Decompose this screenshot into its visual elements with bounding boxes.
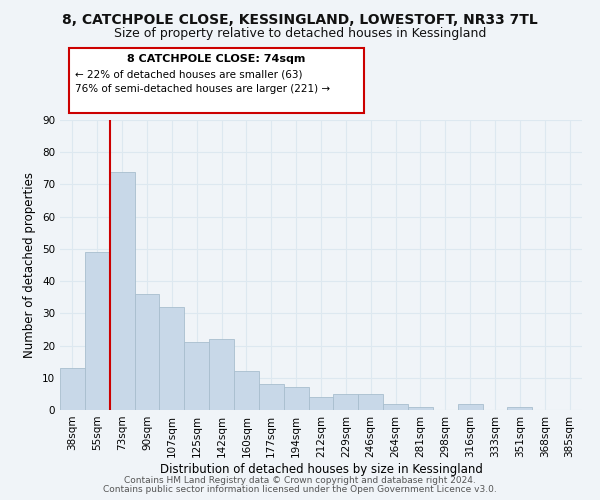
Text: 8, CATCHPOLE CLOSE, KESSINGLAND, LOWESTOFT, NR33 7TL: 8, CATCHPOLE CLOSE, KESSINGLAND, LOWESTO… <box>62 12 538 26</box>
Text: Size of property relative to detached houses in Kessingland: Size of property relative to detached ho… <box>114 28 486 40</box>
Text: Contains public sector information licensed under the Open Government Licence v3: Contains public sector information licen… <box>103 485 497 494</box>
Bar <box>209 339 234 410</box>
Bar <box>334 394 358 410</box>
Text: Contains HM Land Registry data © Crown copyright and database right 2024.: Contains HM Land Registry data © Crown c… <box>124 476 476 485</box>
Y-axis label: Number of detached properties: Number of detached properties <box>23 172 37 358</box>
Text: 8 CATCHPOLE CLOSE: 74sqm: 8 CATCHPOLE CLOSE: 74sqm <box>127 54 306 64</box>
Bar <box>85 252 110 410</box>
Bar <box>358 394 383 410</box>
Bar <box>184 342 209 410</box>
Bar <box>60 368 85 410</box>
Bar <box>134 294 160 410</box>
Bar <box>308 397 334 410</box>
Bar <box>383 404 408 410</box>
Text: ← 22% of detached houses are smaller (63): ← 22% of detached houses are smaller (63… <box>75 70 302 80</box>
Bar <box>408 407 433 410</box>
Text: 76% of semi-detached houses are larger (221) →: 76% of semi-detached houses are larger (… <box>75 84 330 94</box>
Bar <box>259 384 284 410</box>
Bar <box>284 388 308 410</box>
Bar <box>234 372 259 410</box>
Bar <box>508 407 532 410</box>
X-axis label: Distribution of detached houses by size in Kessingland: Distribution of detached houses by size … <box>160 462 482 475</box>
Bar <box>458 404 482 410</box>
Bar <box>110 172 134 410</box>
Bar <box>160 307 184 410</box>
